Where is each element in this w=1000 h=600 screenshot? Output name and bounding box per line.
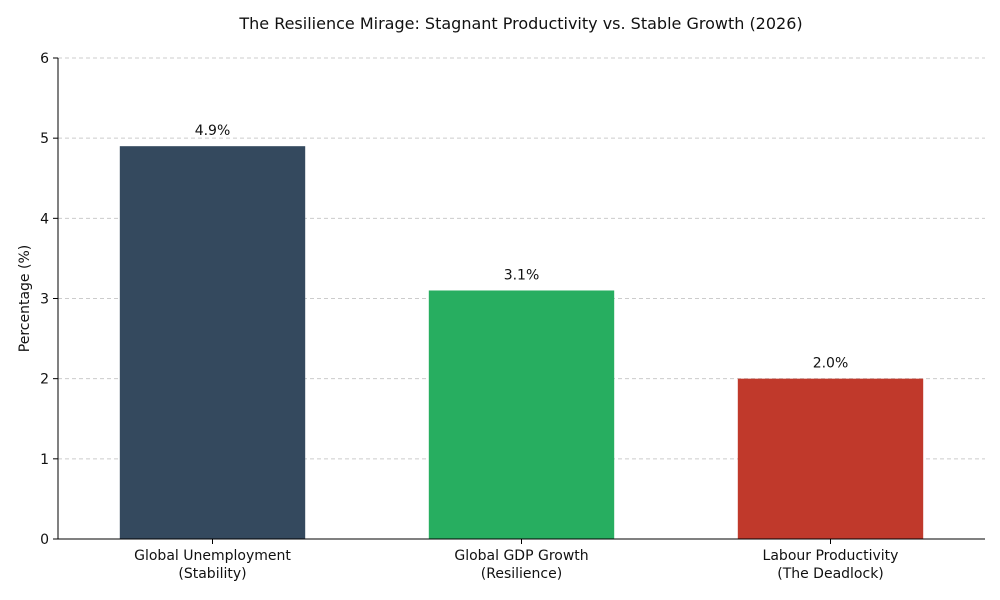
bar — [737, 378, 924, 539]
y-tick-label: 6 — [40, 51, 49, 67]
y-tick-label: 5 — [40, 131, 49, 147]
chart-title: The Resilience Mirage: Stagnant Producti… — [238, 14, 802, 33]
y-tick-label: 2 — [40, 372, 49, 388]
data-label: 4.9% — [195, 123, 231, 139]
x-tick-label: (Resilience) — [481, 566, 562, 582]
x-tick-label: Labour Productivity — [763, 548, 899, 564]
y-axis-label: Percentage (%) — [17, 245, 33, 352]
data-label: 3.1% — [504, 267, 540, 283]
x-tick-label: (Stability) — [178, 566, 246, 582]
bar — [119, 146, 306, 539]
y-tick-label: 0 — [40, 532, 49, 548]
y-tick-label: 3 — [40, 292, 49, 308]
data-label: 2.0% — [813, 356, 849, 372]
bar — [428, 290, 615, 539]
x-tick-label: Global GDP Growth — [454, 548, 588, 564]
x-tick-label: (The Deadlock) — [777, 566, 884, 582]
y-tick-label: 1 — [40, 452, 49, 468]
x-tick-label: Global Unemployment — [134, 548, 291, 564]
y-tick-label: 4 — [40, 211, 49, 227]
